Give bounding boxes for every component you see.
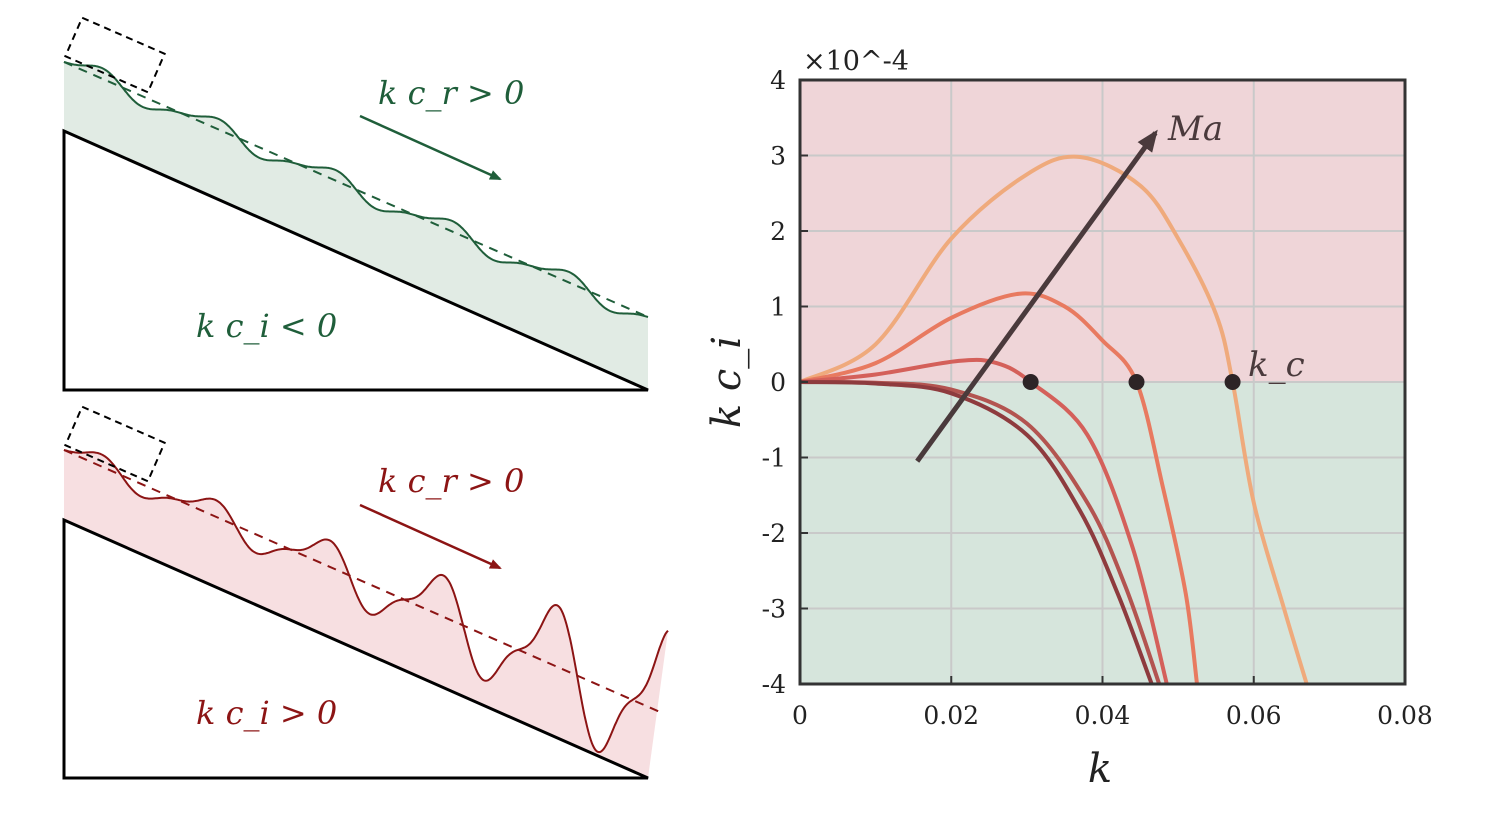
- inclined-wall: [62, 517, 649, 780]
- series-line-5: [800, 380, 1154, 684]
- x-tick-label: 0.02: [923, 701, 979, 730]
- x-tick-label: 0.08: [1377, 701, 1433, 730]
- zoom-box: [64, 16, 166, 94]
- zoom-box: [64, 405, 166, 483]
- axis-ticks: 0 0.02 0.04 0.06 0.08 4 3 2 1 0 -1 -2 -3 -4: [762, 66, 1433, 730]
- x-tick-label: 0.04: [1075, 701, 1131, 730]
- mean-interface-line: [63, 449, 661, 713]
- y-tick-label: 4: [770, 66, 786, 95]
- mean-interface-line: [63, 61, 649, 318]
- kci-label-bottom: k c_i > 0: [196, 694, 337, 732]
- growth-rate-chart: Ma k_c 0 0.02 0.04 0.06 0.08 4 3 2 1 0 -1 -2 -3 -4 ×1…: [704, 46, 1433, 792]
- y-tick-label: 1: [770, 293, 786, 322]
- y-tick-label: -3: [762, 595, 786, 624]
- ma-label: Ma: [1167, 109, 1223, 149]
- x-tick-label: 0: [792, 701, 808, 730]
- wavy-interface: [63, 61, 649, 318]
- y-tick-label: 0: [770, 368, 786, 397]
- series-layer: [800, 154, 1309, 684]
- kci-label-top: k c_i < 0: [196, 307, 337, 345]
- y-axis-label: k c_i: [704, 336, 750, 428]
- y-tick-label: -1: [762, 444, 786, 473]
- kcr-label-top: k c_r > 0: [378, 74, 524, 112]
- series-line-2: [800, 291, 1199, 684]
- critical-point: [1224, 374, 1241, 390]
- sketch-stable: k c_r > 0 k c_i < 0: [62, 16, 649, 392]
- kc-label: k_c: [1248, 345, 1305, 385]
- direction-arrow: [359, 503, 502, 570]
- ma-arrow: [915, 129, 1158, 463]
- sketch-unstable: k c_r > 0 k c_i > 0: [62, 405, 669, 780]
- critical-point: [1022, 374, 1039, 390]
- y-tick-label: -2: [762, 519, 786, 548]
- critical-points: [1022, 374, 1241, 390]
- kcr-label-bottom: k c_r > 0: [378, 462, 524, 500]
- critical-point: [1128, 374, 1145, 390]
- x-axis-label: k: [1088, 746, 1112, 792]
- wavy-interface: [63, 449, 669, 754]
- x-tick-label: 0.06: [1226, 701, 1282, 730]
- y-tick-label: -4: [762, 670, 786, 699]
- y-exponent: ×10^-4: [803, 46, 909, 77]
- inclined-wall: [62, 128, 649, 392]
- y-tick-label: 2: [770, 217, 786, 246]
- y-tick-label: 3: [770, 142, 786, 171]
- direction-arrow: [359, 114, 502, 181]
- series-line-1: [800, 154, 1309, 684]
